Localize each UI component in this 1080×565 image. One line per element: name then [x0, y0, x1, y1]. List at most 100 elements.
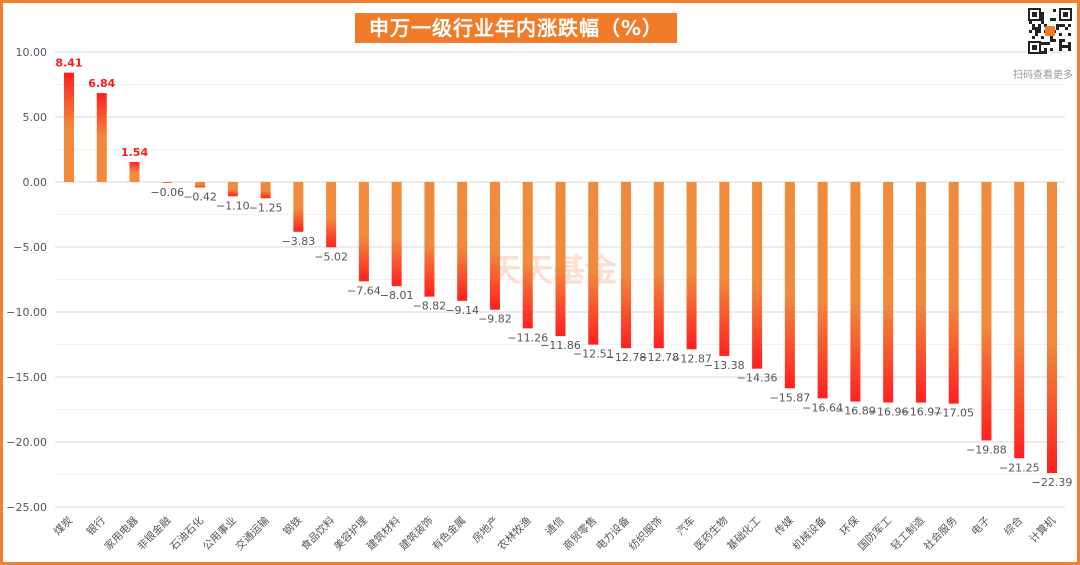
- y-tick-label: −20.00: [6, 436, 47, 449]
- y-tick-label: −15.00: [6, 371, 47, 384]
- x-category-label: 建筑材料: [364, 514, 403, 553]
- x-category-label: 纺织服饰: [626, 514, 665, 553]
- bar-汽车: [686, 182, 697, 350]
- bar-公用事业: [227, 182, 238, 197]
- qr-caption: 扫码查看更多: [1013, 70, 1073, 81]
- watermark: 天天基金: [489, 251, 618, 289]
- x-category-label: 食品饮料: [298, 514, 337, 553]
- x-category-label: 美容护理: [331, 514, 370, 553]
- data-label: 6.84: [88, 77, 115, 90]
- data-label: −11.26: [507, 331, 548, 344]
- bar-非银金融: [162, 182, 173, 183]
- x-category-label: 银行: [84, 514, 108, 538]
- x-category-label: 国防军工: [855, 514, 894, 553]
- data-label: −1.10: [216, 199, 250, 212]
- x-category-label: 轻工制造: [888, 514, 927, 553]
- bar-计算机: [1047, 182, 1057, 474]
- x-category-label: 环保: [837, 514, 861, 538]
- qr-code-icon[interactable]: [1027, 7, 1073, 55]
- x-category-label: 社会服务: [921, 514, 960, 553]
- data-label: −14.36: [737, 372, 778, 385]
- data-label: 8.41: [55, 57, 82, 70]
- data-label: −12.78: [638, 351, 679, 364]
- data-label: −0.06: [150, 186, 184, 199]
- data-label: −0.42: [183, 190, 217, 203]
- x-category-label: 汽车: [674, 514, 698, 538]
- x-category-label: 非银金融: [135, 514, 174, 553]
- data-label: −12.87: [671, 352, 712, 365]
- chart-title: 申万一级行业年内涨跌幅（%）: [355, 13, 678, 43]
- data-label: −1.25: [249, 201, 283, 214]
- bar-食品饮料: [326, 182, 337, 248]
- data-label: −8.01: [380, 289, 414, 302]
- x-category-label: 商贸零售: [560, 514, 599, 553]
- x-category-label: 综合: [1001, 514, 1025, 538]
- x-category-label: 电力设备: [593, 514, 632, 553]
- bar-交通运输: [260, 182, 271, 199]
- data-label: −22.39: [1032, 476, 1073, 489]
- bar-环保: [850, 182, 861, 402]
- data-label: 1.54: [121, 146, 148, 159]
- x-category-label: 公用事业: [200, 514, 239, 553]
- bar-商贸零售: [588, 182, 599, 345]
- data-label: −16.64: [802, 401, 843, 414]
- x-category-label: 传媒: [772, 514, 796, 538]
- x-category-label: 通信: [543, 515, 566, 538]
- bar-电子: [981, 182, 992, 441]
- bar-通信: [555, 182, 566, 337]
- data-label: −17.05: [933, 407, 974, 420]
- x-category-label: 钢铁: [280, 514, 304, 538]
- y-tick-label: 10.00: [16, 46, 48, 59]
- data-label: −9.82: [478, 313, 512, 326]
- x-category-label: 建筑装饰: [397, 514, 436, 553]
- x-category-label: 交通运输: [233, 514, 272, 553]
- y-tick-label: −10.00: [6, 306, 47, 319]
- data-label: −8.82: [413, 300, 447, 313]
- data-label: −19.88: [966, 443, 1007, 456]
- data-label: −12.78: [606, 351, 647, 364]
- bar-国防军工: [883, 182, 894, 403]
- data-label: −7.64: [347, 284, 381, 297]
- bar-轻工制造: [915, 182, 926, 403]
- y-tick-label: 0.00: [23, 176, 48, 189]
- x-category-label: 计算机: [1027, 514, 1059, 546]
- x-category-label: 农林牧渔: [495, 514, 534, 553]
- x-category-label: 机械设备: [790, 514, 829, 553]
- data-label: −9.14: [445, 304, 479, 317]
- x-category-label: 基础化工: [724, 514, 763, 553]
- x-category-label: 煤炭: [51, 514, 75, 538]
- y-tick-label: −25.00: [6, 501, 47, 514]
- x-category-label: 医药生物: [692, 514, 731, 553]
- data-label: −11.86: [540, 339, 581, 352]
- bar-家用电器: [129, 161, 140, 182]
- bar-电力设备: [621, 182, 632, 349]
- y-tick-label: −5.00: [13, 241, 47, 254]
- data-label: −12.51: [573, 348, 614, 361]
- bar-机械设备: [817, 182, 828, 399]
- data-label: −16.96: [868, 405, 909, 418]
- y-tick-label: 5.00: [23, 111, 48, 124]
- bar-传媒: [784, 182, 795, 389]
- x-category-label: 家用电器: [102, 514, 141, 553]
- data-label: −21.25: [999, 461, 1040, 474]
- data-label: −13.38: [704, 359, 745, 372]
- data-label: −15.87: [770, 391, 811, 404]
- bar-综合: [1014, 182, 1025, 459]
- x-category-label: 有色金属: [429, 514, 468, 553]
- bar-钢铁: [293, 182, 304, 232]
- bar-建筑装饰: [424, 182, 435, 297]
- bar-石油石化: [195, 182, 206, 188]
- x-category-label: 电子: [969, 514, 993, 538]
- bar-医药生物: [719, 182, 730, 356]
- bar-煤炭: [64, 72, 74, 182]
- bar-社会服务: [948, 182, 959, 404]
- x-category-label: 房地产: [470, 514, 501, 545]
- data-label: −5.02: [314, 250, 348, 263]
- data-label: −3.83: [282, 235, 316, 248]
- bar-美容护理: [358, 182, 369, 282]
- x-category-label: 石油石化: [167, 514, 206, 553]
- bar-建筑材料: [391, 182, 402, 287]
- bar-农林牧渔: [522, 182, 533, 329]
- bar-纺织服饰: [653, 182, 664, 349]
